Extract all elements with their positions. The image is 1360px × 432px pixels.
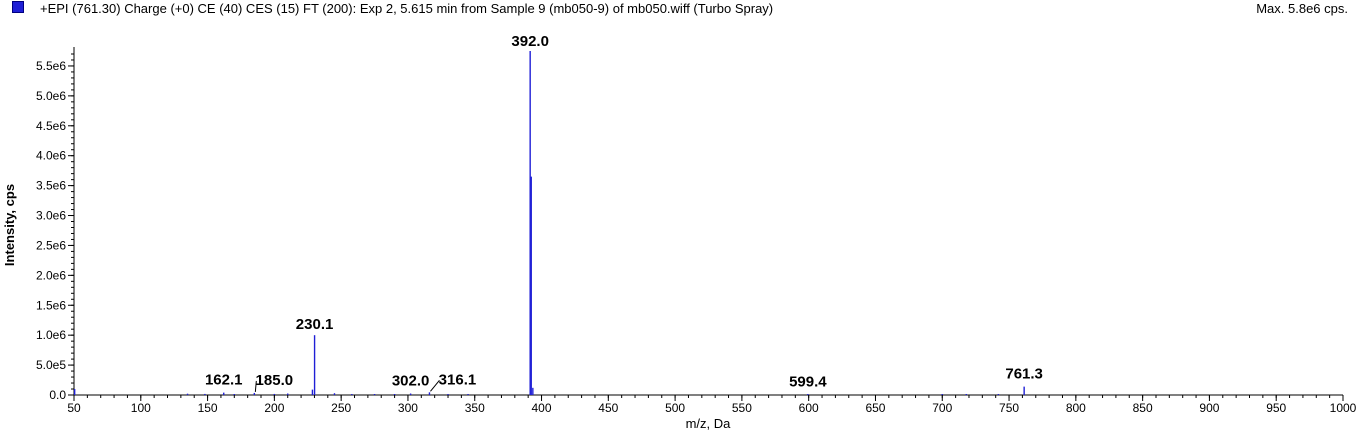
x-tick-label: 1000	[1330, 401, 1357, 415]
peak-label: 316.1	[439, 371, 477, 388]
y-tick-label: 5.0e6	[36, 89, 66, 103]
peak-label: 392.0	[511, 33, 549, 50]
spectrum-header: +EPI (761.30) Charge (+0) CE (40) CES (1…	[0, 0, 1360, 20]
y-tick-label: 5.0e5	[36, 358, 66, 372]
peak-label-leader	[254, 380, 257, 392]
x-tick-label: 750	[999, 401, 1019, 415]
x-tick-label: 100	[131, 401, 151, 415]
x-tick-label: 550	[732, 401, 752, 415]
y-tick-label: 3.5e6	[36, 179, 66, 193]
x-tick-label: 600	[799, 401, 819, 415]
x-tick-label: 350	[465, 401, 485, 415]
x-tick-label: 50	[67, 401, 81, 415]
y-tick-label: 3.0e6	[36, 209, 66, 223]
chart-axes: 50 100 150 200 250 300 350 400 450 500 550 600 650 70…	[36, 47, 1357, 415]
x-tick-label: 900	[1199, 401, 1219, 415]
peak-labels: 162.1 185.0 230.1 302.0 316.1 392.0 599.4 761.3	[205, 33, 1043, 392]
y-tick-label: 4.0e6	[36, 149, 66, 163]
x-tick-label: 450	[598, 401, 618, 415]
x-tick-label: 650	[865, 401, 885, 415]
y-axis-title: Intensity, cps	[2, 184, 17, 266]
peak-label: 162.1	[205, 372, 243, 389]
x-tick-label: 150	[198, 401, 218, 415]
y-tick-label: 2.0e6	[36, 268, 66, 282]
series-color-swatch[interactable]	[12, 1, 24, 13]
spectrum-title: +EPI (761.30) Charge (+0) CE (40) CES (1…	[40, 1, 774, 16]
x-axis-title: m/z, Da	[686, 416, 732, 431]
peak-label-leader	[430, 379, 440, 392]
y-tick-label: 0.0	[49, 388, 66, 402]
peak-label: 599.4	[789, 373, 827, 390]
y-tick-label: 1.0e6	[36, 328, 66, 342]
x-tick-label: 400	[532, 401, 552, 415]
x-tick-label: 850	[1133, 401, 1153, 415]
x-tick-label: 200	[264, 401, 284, 415]
peak-label: 302.0	[392, 373, 430, 390]
y-tick-label: 5.5e6	[36, 59, 66, 73]
peak-label: 185.0	[256, 372, 294, 389]
x-tick-label: 700	[932, 401, 952, 415]
peak-label: 761.3	[1005, 366, 1043, 383]
y-tick-label: 2.5e6	[36, 238, 66, 252]
x-tick-label: 250	[331, 401, 351, 415]
x-tick-label: 800	[1066, 401, 1086, 415]
peak-bars	[73, 51, 1025, 395]
max-intensity-label: Max. 5.8e6 cps.	[1256, 1, 1348, 16]
y-tick-label: 4.5e6	[36, 119, 66, 133]
y-tick-label: 1.5e6	[36, 298, 66, 312]
peak-label: 230.1	[296, 316, 334, 333]
x-tick-label: 500	[665, 401, 685, 415]
x-tick-label: 950	[1266, 401, 1286, 415]
x-tick-label: 300	[398, 401, 418, 415]
